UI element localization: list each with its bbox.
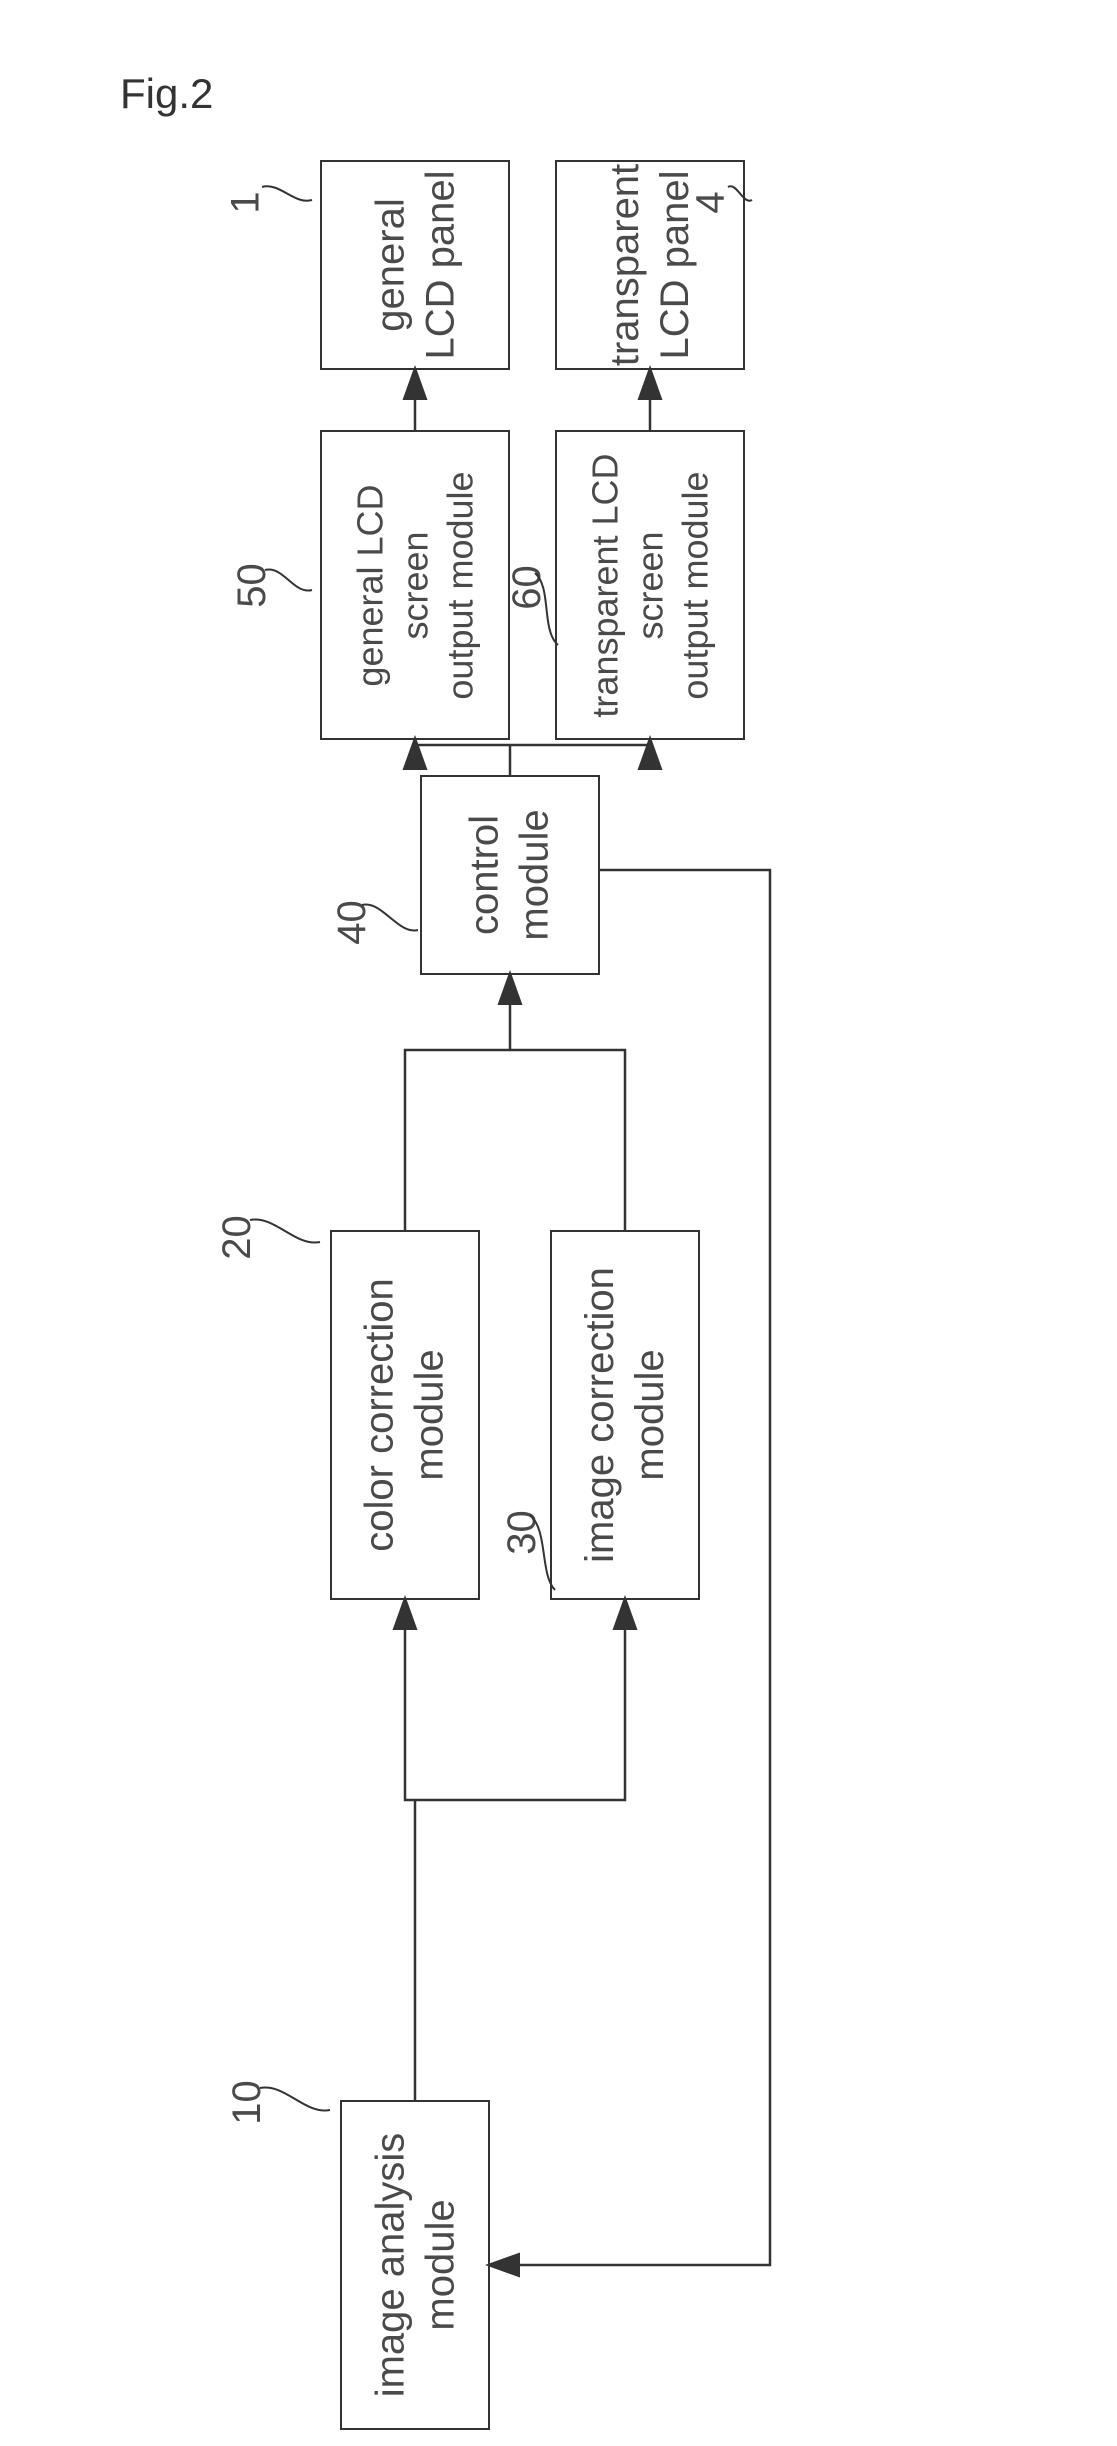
ref-1: 1 xyxy=(224,191,269,213)
block-general-lcd-output: general LCD screen output module xyxy=(320,430,510,740)
squiggle-20 xyxy=(250,1219,320,1242)
diagram-canvas: Fig.2 image analysis module color correc… xyxy=(0,0,1117,2446)
edge-n40-n50 xyxy=(415,740,510,745)
block-image-analysis-label: image analysis module xyxy=(365,2133,465,2398)
ref-30: 30 xyxy=(500,1510,545,1555)
block-image-correction: image correction module xyxy=(550,1230,700,1600)
block-transparent-lcd-panel-label: transparent LCD panel xyxy=(600,164,700,366)
block-color-correction-label: color correction module xyxy=(355,1278,455,1551)
block-general-lcd-panel-label: general LCD panel xyxy=(365,170,465,359)
ref-4: 4 xyxy=(689,191,734,213)
edge-n10-n20 xyxy=(405,1600,415,1800)
squiggle-1 xyxy=(262,186,312,200)
ref-60: 60 xyxy=(505,565,550,610)
squiggle-10 xyxy=(260,2087,330,2110)
figure-title: Fig.2 xyxy=(120,70,213,118)
block-control-label: control module xyxy=(460,809,560,940)
ref-10: 10 xyxy=(225,2080,270,2125)
block-control: control module xyxy=(420,775,600,975)
edge-n10-n30 xyxy=(415,1600,625,1800)
edge-n30-merge xyxy=(510,1050,625,1230)
block-general-lcd-panel: general LCD panel xyxy=(320,160,510,370)
block-transparent-lcd-output: transparent LCD screen output module xyxy=(555,430,745,740)
block-image-analysis: image analysis module xyxy=(340,2100,490,2430)
edge-n20-merge xyxy=(405,1050,510,1230)
edge-n40-n60 xyxy=(510,740,650,745)
block-transparent-lcd-output-label: transparent LCD screen output module xyxy=(583,453,718,717)
block-color-correction: color correction module xyxy=(330,1230,480,1600)
ref-20: 20 xyxy=(215,1215,260,1260)
ref-40: 40 xyxy=(330,900,375,945)
ref-50: 50 xyxy=(230,563,275,608)
block-general-lcd-output-label: general LCD screen output module xyxy=(348,471,483,699)
block-image-correction-label: image correction module xyxy=(575,1267,675,1563)
